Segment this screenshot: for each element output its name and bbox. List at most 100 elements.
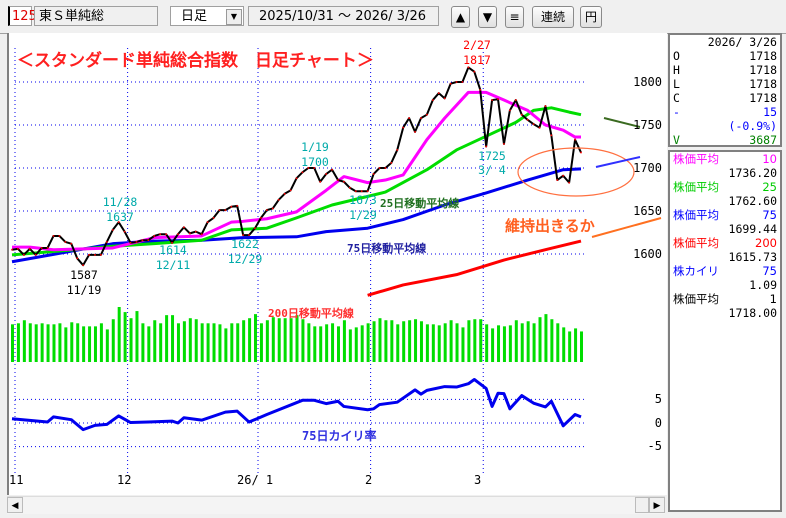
volume-bar: [88, 326, 92, 362]
close-point: [94, 254, 96, 256]
kairi-line: [11, 377, 582, 432]
close-point: [200, 233, 203, 236]
continuous-button[interactable]: 連続: [532, 6, 574, 28]
code-input[interactable]: 125: [8, 6, 37, 26]
kairi-tick: 5: [655, 392, 662, 406]
info-volume: V 3687: [670, 133, 780, 147]
volume-bar: [40, 323, 44, 362]
close-point: [165, 233, 167, 236]
chevron-down-icon: ▼: [226, 9, 242, 25]
volume-bar: [135, 311, 139, 362]
chart-title: ＜スタンダード単純総合指数 日足チャート＞: [17, 50, 374, 71]
volume-bar: [147, 326, 151, 362]
kairi-tick: 0: [655, 416, 662, 430]
x-tick: 11: [9, 473, 23, 487]
scroll-left-icon[interactable]: ◀: [7, 497, 23, 513]
menu-button[interactable]: ≡: [505, 6, 524, 28]
date-range-field[interactable]: 2025/10/31 ～ 2026/ 3/26: [248, 6, 439, 26]
value: 1718: [749, 77, 777, 91]
ma25-line: [11, 106, 582, 257]
close-point: [111, 229, 114, 231]
close-point: [491, 99, 493, 101]
scroll-thumb[interactable]: [635, 497, 649, 513]
symbol-name-field[interactable]: 東Ｓ単純総: [34, 6, 158, 26]
volume-bar: [538, 317, 542, 362]
close-point: [194, 230, 197, 233]
volume-bar: [562, 327, 566, 362]
value: 1718: [749, 63, 777, 77]
info-low: L 1718: [670, 77, 780, 91]
annot-date: 12/11: [156, 258, 191, 272]
annot-value: 1614: [159, 243, 187, 257]
volume-bar: [289, 318, 293, 362]
volume-bar: [22, 320, 26, 362]
close-point: [177, 233, 179, 236]
volume-bar: [479, 319, 483, 362]
volume-bar: [236, 323, 240, 362]
close-point: [218, 209, 221, 211]
annot-date: 3/ 4: [478, 163, 506, 177]
ma75-pointer-line: [595, 156, 641, 168]
horizontal-scrollbar[interactable]: ◀ ▶: [7, 496, 665, 514]
close-point: [408, 117, 410, 119]
volume-bar: [301, 319, 305, 362]
volume-bar: [254, 314, 258, 362]
ma25-pointer-line: [603, 117, 641, 128]
ma25-label: 25日移動平均線: [380, 196, 459, 210]
close-point: [135, 241, 138, 243]
volume-bar: [497, 325, 501, 362]
close-point: [313, 167, 316, 169]
close-point: [485, 145, 487, 148]
volume-bar: [449, 320, 453, 362]
ohlc-panel: 2026/ 3/26 O 1718 H 1718 L 1718 C 1718 - 15 (…: [668, 33, 782, 147]
volume-bar: [319, 326, 323, 362]
value: 15: [763, 105, 777, 119]
close-point: [64, 241, 67, 243]
chart-area[interactable]: ＜スタンダード単純総合指数 日足チャート＞ 11/28 1637 1614 12…: [7, 33, 667, 495]
close-point: [503, 143, 505, 145]
value: 3687: [749, 133, 777, 147]
close-point: [271, 207, 274, 210]
close-point: [372, 173, 375, 175]
volume-bar: [325, 324, 329, 362]
close-point: [28, 248, 31, 250]
indicator-item: 株価平均 1: [670, 292, 780, 306]
indicator-value: 1736.20: [728, 166, 777, 180]
annot-value: 1637: [106, 210, 134, 224]
volume-bar: [123, 312, 127, 362]
info-close: C 1718: [670, 91, 780, 105]
volume-bar: [331, 323, 335, 362]
volume-bar: [443, 323, 447, 362]
close-point: [538, 126, 541, 129]
volume-bar: [532, 323, 536, 362]
volume-bar: [508, 325, 512, 362]
volume-bar: [271, 317, 275, 362]
close-point: [123, 230, 126, 233]
indicator-label: 株価平均: [673, 292, 719, 306]
volume-bar: [248, 318, 252, 362]
close-point: [289, 189, 292, 192]
yen-button[interactable]: 円: [580, 6, 602, 28]
scroll-down-button[interactable]: ▼: [478, 6, 497, 28]
volume-bar: [568, 331, 572, 362]
y-tick: 1700: [633, 161, 662, 175]
volume-bar: [455, 323, 459, 362]
volume-bar: [467, 320, 471, 362]
label: -: [673, 105, 680, 119]
volume-bar: [437, 325, 441, 362]
period-select[interactable]: 日足 ▼: [170, 6, 244, 26]
volume-bar: [342, 320, 346, 362]
x-tick: 12: [117, 473, 131, 487]
volume-bar: [218, 324, 222, 362]
close-point: [266, 209, 268, 211]
volume-bar: [378, 318, 382, 362]
scroll-up-button[interactable]: ▲: [451, 6, 470, 28]
scroll-right-icon[interactable]: ▶: [649, 497, 665, 513]
volume-bar: [224, 328, 228, 362]
label: O: [673, 49, 680, 63]
kairi-label: 75日カイリ率: [302, 428, 376, 443]
volume-bar: [550, 319, 554, 362]
close-point: [34, 254, 37, 256]
indicator-label: 株価平均: [673, 152, 719, 166]
close-point: [455, 81, 458, 83]
